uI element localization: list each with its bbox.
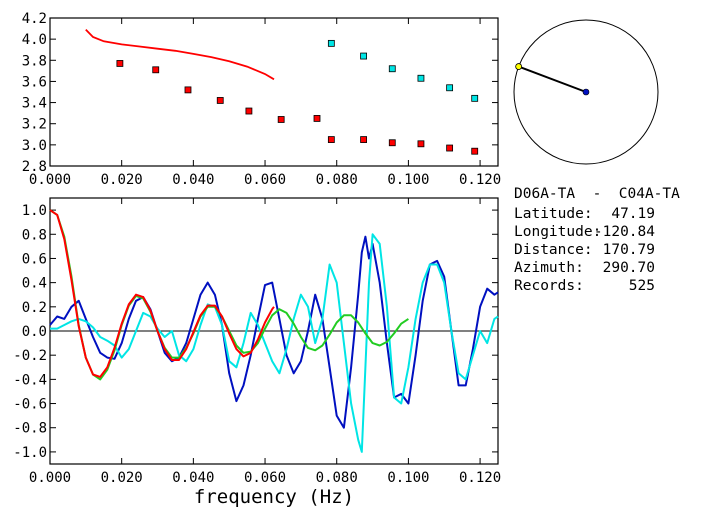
azimuth-value: 290.70 (603, 260, 655, 276)
dispersion-ytick-label-6: 4.0 (22, 32, 47, 48)
coherency-ytick-label-2: -0.6 (13, 397, 47, 413)
records-label: Records: (514, 278, 584, 294)
dispersion-point-2-3 (417, 74, 425, 82)
dispersion-xtick-label-1: 0.020 (101, 172, 143, 188)
dispersion-frame (49, 17, 499, 167)
coherency-ytick-label-8: 0.6 (22, 251, 47, 267)
dispersion-point-2-5 (471, 94, 479, 102)
azimuth-compass (513, 19, 659, 165)
coherency-plot: 0.000 0.020 0.040 0.060 0.080 0.100 0.120 -1.0 -… (13, 197, 501, 508)
dispersion-xtick-label-6: 0.120 (459, 172, 501, 188)
coherency-ytick-label-5: 0.0 (22, 324, 47, 340)
latitude-value: 47.19 (611, 206, 655, 222)
dispersion-point-1-4 (245, 107, 253, 115)
coherency-series-3 (49, 209, 275, 378)
compass-endpoint-dot (515, 63, 523, 70)
longitude-label: Longitude: (514, 224, 601, 240)
compass-azimuth-line (518, 65, 587, 93)
coherency-series-1 (50, 233, 499, 453)
dispersion-ytick-label-3: 3.4 (22, 96, 47, 112)
coherency-xlabel: frequency (Hz) (194, 486, 354, 508)
dispersion-ytick-label-1: 3.0 (22, 138, 47, 154)
dispersion-xtick-label-3: 0.060 (244, 172, 286, 188)
coherency-ytick-label-3: -0.4 (13, 372, 47, 388)
coherency-xtick-label-1: 0.020 (101, 470, 143, 486)
coherency-ytick-label-7: 0.4 (22, 276, 47, 292)
latitude-label: Latitude: (514, 206, 593, 222)
dispersion-point-2-1 (360, 52, 368, 60)
coherency-xtick-label-3: 0.060 (244, 470, 286, 486)
station-pair-label: D06A-TA - C04A-TA (514, 186, 680, 202)
dispersion-xtick-label-5: 0.100 (387, 172, 429, 188)
coherency-ytick-label-1: -0.8 (13, 421, 47, 437)
dispersion-point-2-4 (446, 84, 454, 92)
dispersion-xtick-label-0: 0.000 (29, 172, 71, 188)
dispersion-point-1-12 (471, 147, 479, 155)
coherency-ytick-label-10: 1.0 (22, 203, 47, 219)
coherency-ytick-label-4: -0.2 (13, 348, 47, 364)
dispersion-ytick-label-4: 3.6 (22, 74, 47, 90)
longitude-value: -120.84 (594, 224, 655, 240)
distance-value: 170.79 (603, 242, 655, 258)
dispersion-xtick-label-2: 0.040 (172, 172, 214, 188)
dispersion-plot: 0.000 0.020 0.040 0.060 0.080 0.100 0.120 2.8 3.… (22, 11, 501, 188)
dispersion-point-1-5 (277, 116, 285, 123)
coherency-ytick-label-9: 0.8 (22, 227, 47, 243)
dispersion-point-1-9 (388, 139, 396, 147)
dispersion-ytick-label-7: 4.2 (22, 11, 47, 27)
dispersion-point-1-6 (313, 115, 321, 122)
dispersion-point-1-0 (116, 60, 124, 67)
dispersion-point-1-7 (327, 136, 335, 143)
dispersion-point-1-3 (216, 97, 224, 104)
coherency-xtick-label-0: 0.000 (29, 470, 71, 486)
dispersion-ytick-label-2: 3.2 (22, 117, 47, 133)
azimuth-label: Azimuth: (514, 260, 584, 276)
dispersion-point-2-0 (327, 39, 335, 47)
dispersion-point-1-8 (360, 136, 368, 143)
coherency-ytick-label-6: 0.2 (22, 300, 47, 316)
compass-circle (513, 19, 659, 165)
coherency-xtick-label-2: 0.040 (172, 470, 214, 486)
coherency-xtick-label-6: 0.120 (459, 470, 501, 486)
dispersion-point-1-2 (184, 86, 192, 94)
dispersion-point-1-10 (417, 140, 425, 148)
dispersion-point-1-11 (446, 144, 454, 152)
dispersion-point-1-1 (152, 66, 160, 74)
dispersion-ytick-label-5: 3.8 (22, 53, 47, 69)
coherency-xtick-label-4: 0.080 (316, 470, 358, 486)
dispersion-ytick-label-0: 2.8 (22, 159, 47, 175)
records-value: 525 (629, 278, 655, 294)
dispersion-xtick-label-4: 0.080 (316, 172, 358, 188)
coherency-series-0 (49, 235, 499, 429)
dispersion-curve-0 (85, 28, 275, 81)
dispersion-point-2-2 (388, 65, 396, 73)
coherency-ytick-label-0: -1.0 (13, 445, 47, 461)
coherency-xtick-label-5: 0.100 (387, 470, 429, 486)
station-info-panel: D06A-TA - C04A-TA Latitude: 47.19 Longit… (514, 186, 680, 294)
distance-label: Distance: (514, 242, 593, 258)
compass-center-dot (582, 88, 590, 96)
